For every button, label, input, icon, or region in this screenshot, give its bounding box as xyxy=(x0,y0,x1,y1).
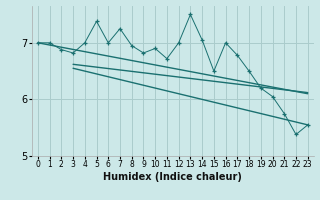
X-axis label: Humidex (Indice chaleur): Humidex (Indice chaleur) xyxy=(103,172,242,182)
